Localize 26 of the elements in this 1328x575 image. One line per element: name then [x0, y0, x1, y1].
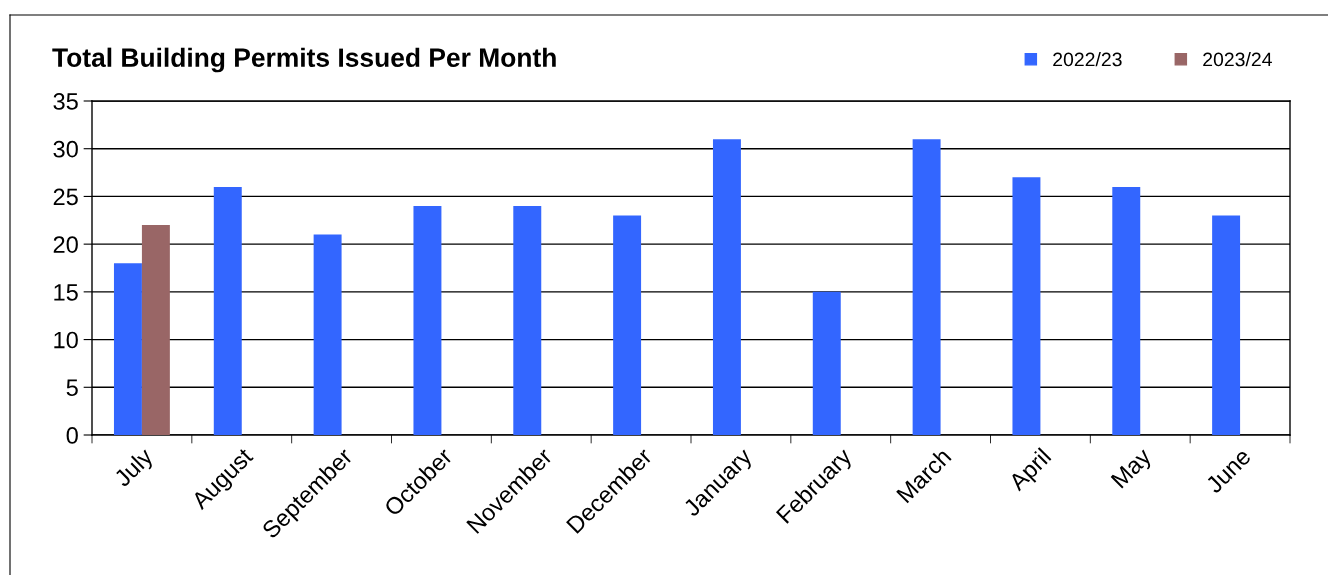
chart-title: Total Building Permits Issued Per Month	[52, 47, 556, 73]
y-tick-label: 35	[53, 93, 78, 110]
bar	[141, 225, 170, 435]
bar	[413, 205, 442, 435]
legend-label: 2023/24	[1203, 52, 1272, 67]
y-tick-label: 5	[66, 379, 78, 397]
y-tick-label: 30	[53, 140, 78, 158]
bar	[1112, 186, 1141, 435]
bar	[912, 139, 941, 435]
bar	[1012, 177, 1041, 435]
y-tick-label: 10	[54, 331, 78, 349]
y-tick-label: 20	[53, 236, 78, 253]
bar	[712, 139, 741, 435]
bar	[313, 234, 342, 435]
y-tick-label: 25	[53, 188, 78, 206]
bar	[513, 205, 542, 435]
legend-label: 2022/23	[1053, 52, 1122, 67]
x-tick-label: May	[1110, 446, 1156, 492]
y-tick-label: 15	[54, 284, 78, 301]
x-tick-label: July	[112, 446, 158, 492]
bar	[213, 186, 242, 435]
bar	[613, 215, 642, 435]
y-tick-label: 0	[66, 427, 78, 444]
bar	[812, 291, 841, 435]
bar	[1212, 215, 1241, 435]
bar	[113, 263, 142, 435]
